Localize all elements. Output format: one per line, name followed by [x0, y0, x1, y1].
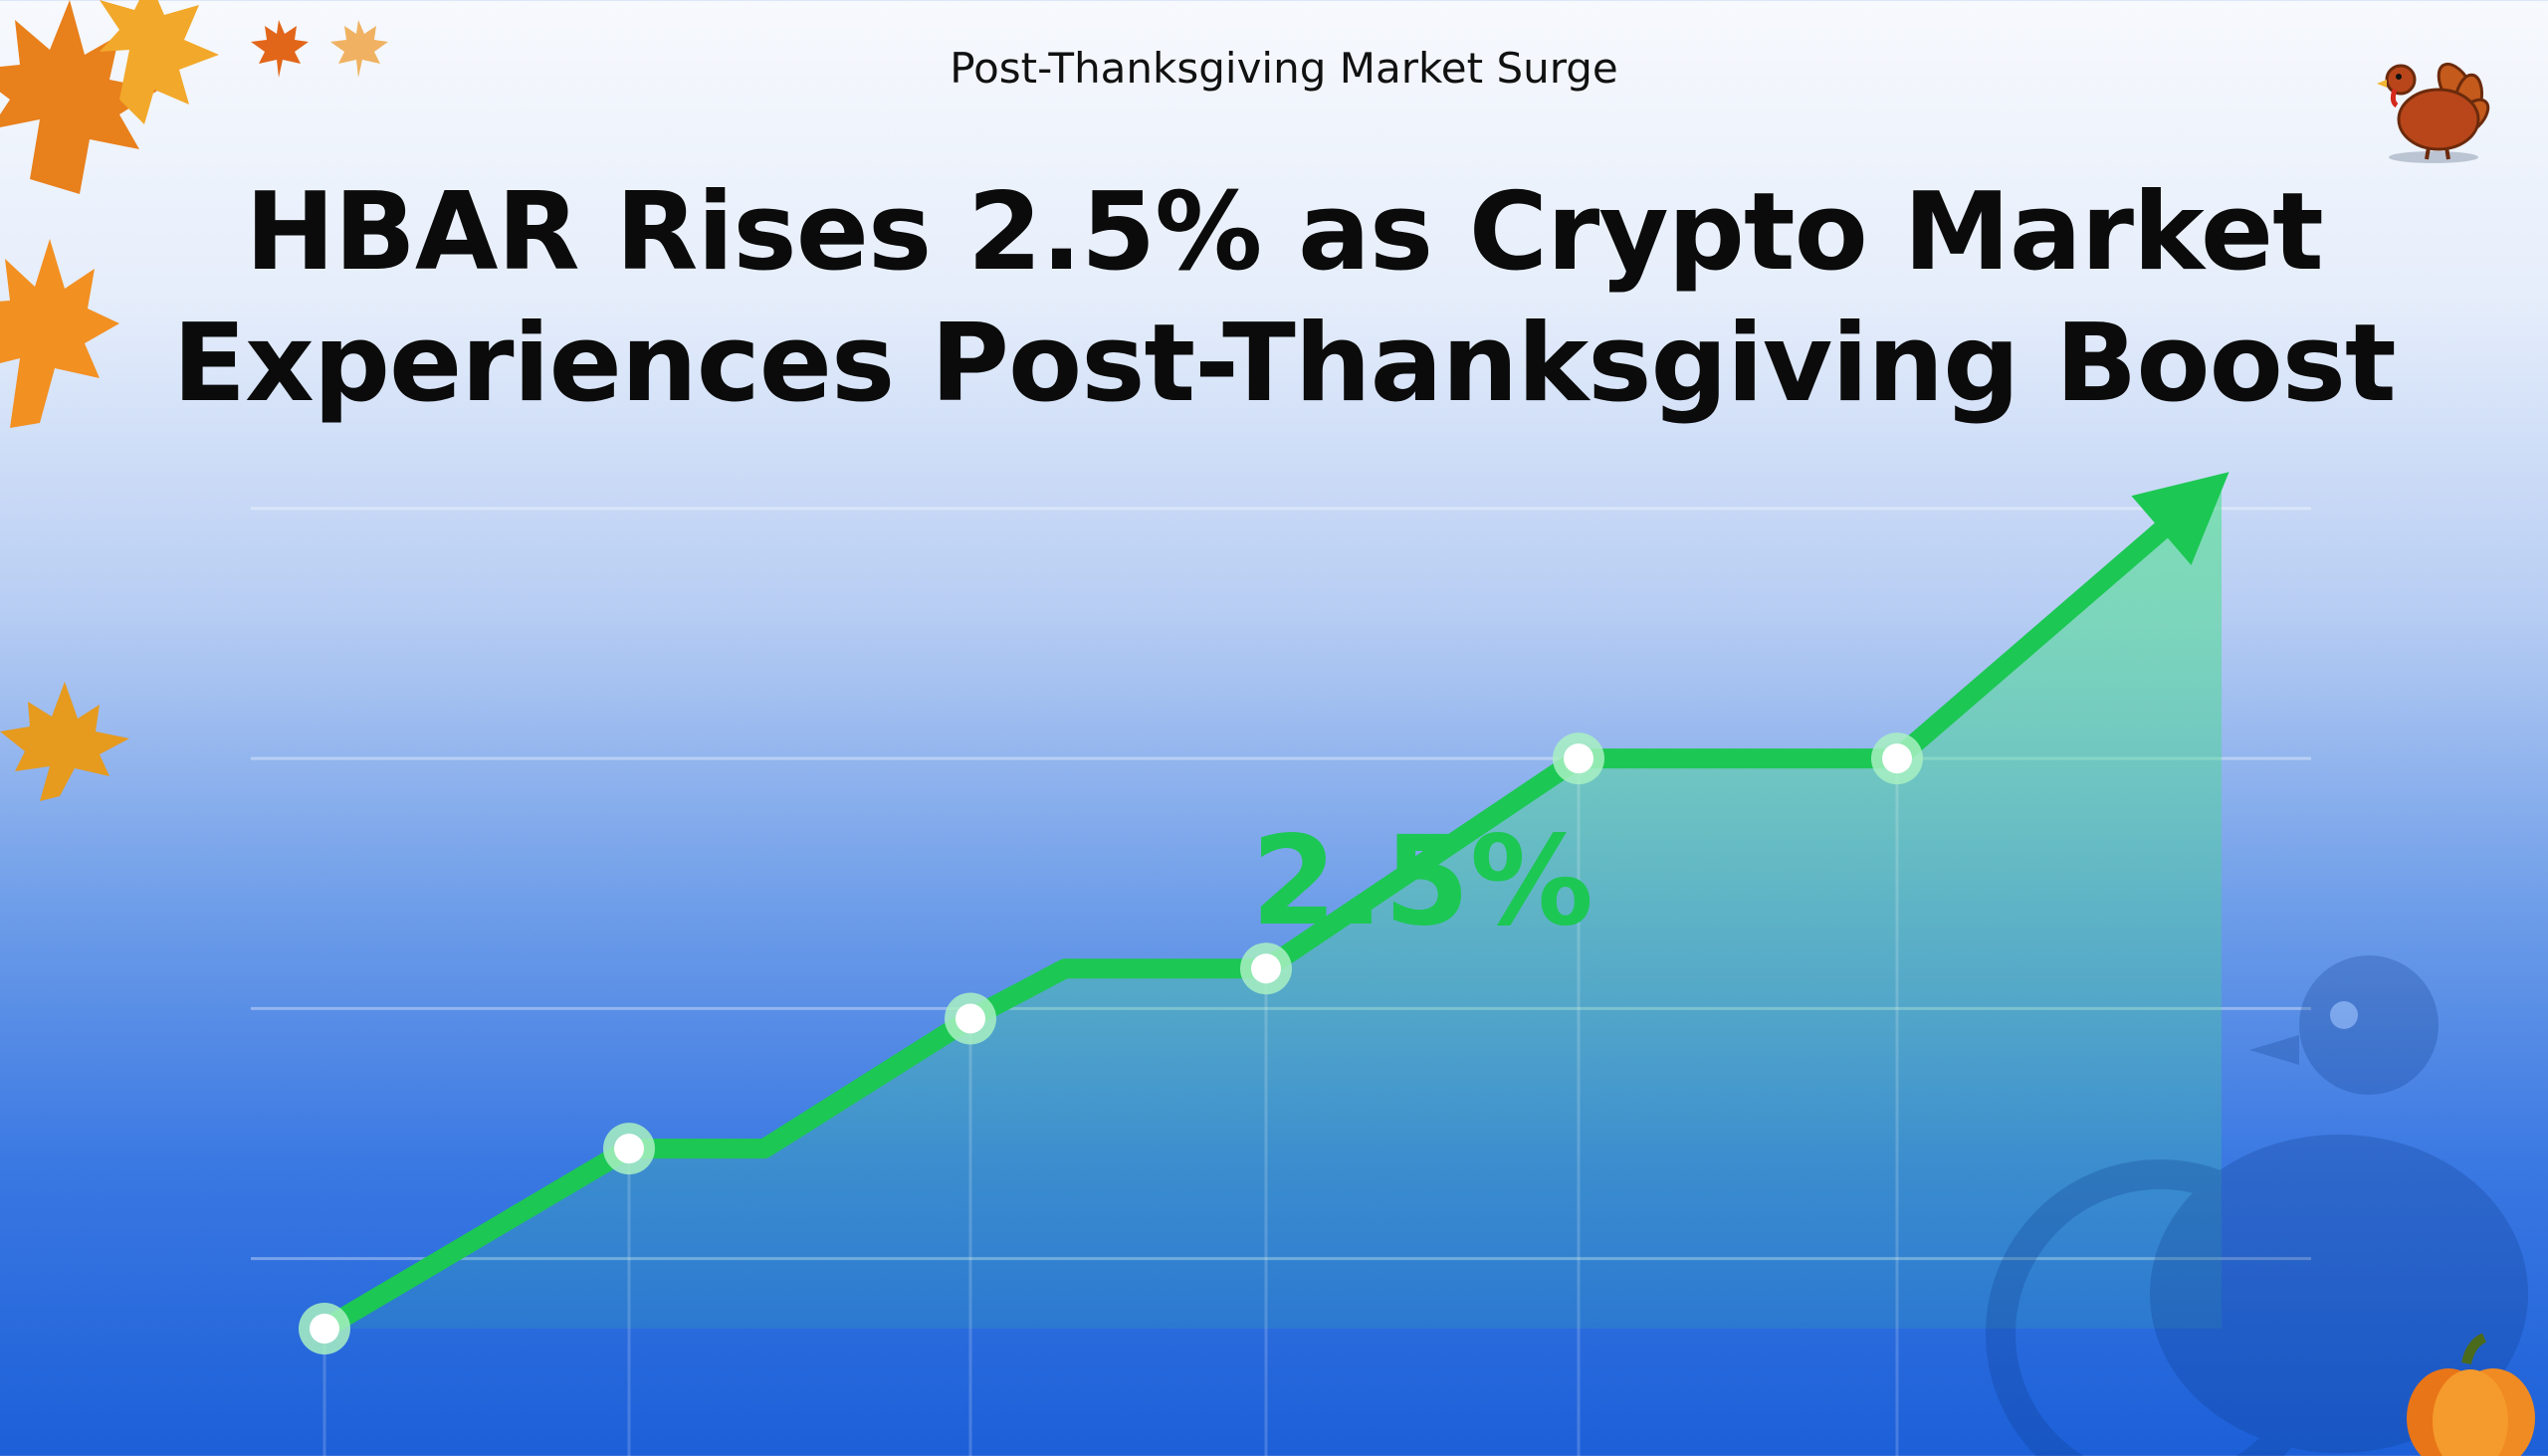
headline-line-1: HBAR Rises 2.5% as Crypto Market	[245, 170, 2324, 295]
subtitle: Post-Thanksgiving Market Surge	[950, 44, 1618, 93]
data-point-0	[310, 1314, 339, 1344]
data-markers	[299, 732, 1923, 1354]
area-under-line	[324, 478, 2222, 1329]
data-point-5	[1882, 743, 1912, 774]
maple-leaf-icon	[251, 20, 309, 78]
data-point-3	[1251, 953, 1281, 984]
arrowhead	[2131, 472, 2230, 565]
price-line	[315, 507, 2187, 1339]
data-point-2	[956, 1003, 985, 1034]
maple-leaf-icon	[0, 239, 119, 428]
turkey-icon	[2377, 62, 2490, 163]
maple-leaf-icon	[0, 0, 219, 194]
headline: HBAR Rises 2.5% as Crypto Market Experie…	[0, 167, 2548, 430]
percent-annotation: 2.5%	[1251, 810, 1593, 953]
pumpkin-icon	[2407, 1334, 2535, 1456]
data-point-1	[614, 1134, 644, 1164]
headline-line-2: Experiences Post-Thanksgiving Boost	[172, 302, 2396, 426]
maple-leaf-icon	[0, 682, 129, 801]
data-point-4	[1564, 743, 1593, 774]
maple-leaf-icon	[330, 20, 388, 78]
